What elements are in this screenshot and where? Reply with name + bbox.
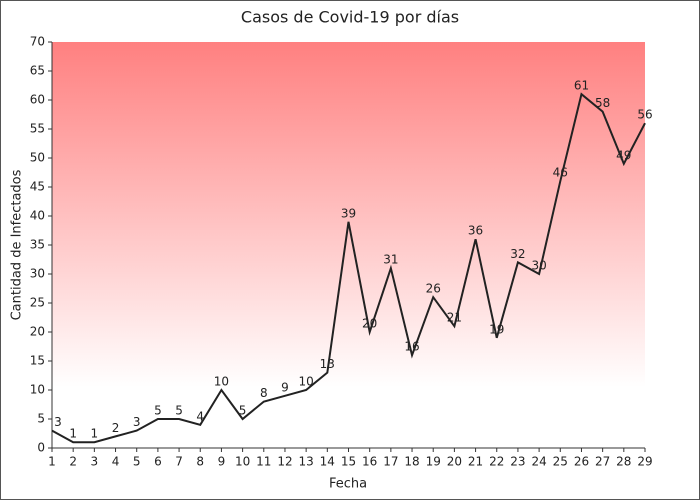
y-tick-label: 45	[30, 180, 45, 194]
y-tick-label: 25	[30, 296, 45, 310]
x-tick-label: 29	[637, 455, 652, 469]
data-label: 1	[69, 427, 77, 441]
data-label: 58	[595, 96, 610, 110]
data-label: 36	[468, 224, 483, 238]
y-tick-label: 0	[37, 441, 45, 455]
x-tick-label: 26	[574, 455, 589, 469]
x-tick-label: 20	[447, 455, 462, 469]
data-label: 16	[404, 340, 419, 354]
data-label: 2	[112, 421, 120, 435]
data-label: 5	[154, 404, 162, 418]
x-tick-label: 7	[175, 455, 183, 469]
y-tick-label: 15	[30, 354, 45, 368]
x-tick-label: 18	[404, 455, 419, 469]
y-tick-label: 70	[30, 35, 45, 49]
x-tick-label: 9	[218, 455, 226, 469]
data-label: 46	[553, 166, 568, 180]
x-tick-label: 27	[595, 455, 610, 469]
x-tick-label: 22	[489, 455, 504, 469]
y-tick-label: 50	[30, 151, 45, 165]
x-tick-label: 4	[112, 455, 120, 469]
data-label: 49	[616, 148, 631, 162]
x-tick-label: 28	[616, 455, 631, 469]
x-tick-label: 21	[468, 455, 483, 469]
x-tick-label: 23	[510, 455, 525, 469]
x-tick-label: 5	[133, 455, 141, 469]
y-tick-label: 10	[30, 383, 45, 397]
x-tick-label: 16	[362, 455, 377, 469]
x-tick-label: 24	[531, 455, 546, 469]
x-tick-label: 17	[383, 455, 398, 469]
x-tick-label: 11	[256, 455, 271, 469]
chart-title: Casos de Covid-19 por días	[241, 8, 459, 27]
x-axis-label: Fecha	[329, 477, 367, 492]
x-tick-label: 10	[235, 455, 250, 469]
plot-area	[52, 42, 645, 448]
x-tick-label: 25	[553, 455, 568, 469]
data-label: 10	[299, 375, 314, 389]
data-label: 39	[341, 206, 356, 220]
data-label: 30	[531, 259, 546, 273]
data-label: 1	[91, 427, 99, 441]
data-label: 56	[637, 108, 652, 122]
data-label: 10	[214, 375, 229, 389]
data-label: 3	[54, 415, 62, 429]
y-tick-label: 30	[30, 267, 45, 281]
x-tick-label: 8	[196, 455, 204, 469]
series-line	[51, 92, 646, 444]
data-label: 3	[133, 415, 141, 429]
x-tick-label: 19	[426, 455, 441, 469]
y-tick-label: 65	[30, 64, 45, 78]
y-tick-label: 20	[30, 325, 45, 339]
data-label: 31	[383, 253, 398, 267]
data-label: 8	[260, 386, 268, 400]
x-tick-label: 6	[154, 455, 162, 469]
data-label: 13	[320, 357, 335, 371]
data-label: 4	[196, 409, 204, 423]
data-label: 19	[489, 322, 504, 336]
y-tick-label: 35	[30, 238, 45, 252]
x-tick-label: 12	[277, 455, 292, 469]
x-tick-label: 3	[91, 455, 99, 469]
x-tick-label: 1	[48, 455, 56, 469]
data-label: 5	[239, 404, 247, 418]
y-tick-label: 55	[30, 122, 45, 136]
data-label: 26	[426, 282, 441, 296]
x-tick-label: 13	[299, 455, 314, 469]
y-axis-label: Cantidad de Infectados	[10, 169, 25, 320]
data-label: 9	[281, 380, 289, 394]
data-label: 5	[175, 404, 183, 418]
data-label: 61	[574, 79, 589, 93]
data-label: 21	[447, 311, 462, 325]
x-tick-label: 15	[341, 455, 356, 469]
data-label: 20	[362, 317, 377, 331]
y-tick-label: 5	[37, 412, 45, 426]
y-tick-label: 60	[30, 93, 45, 107]
data-label: 32	[510, 247, 525, 261]
x-tick-label: 2	[69, 455, 77, 469]
x-tick-label: 14	[320, 455, 335, 469]
y-tick-label: 40	[30, 209, 45, 223]
